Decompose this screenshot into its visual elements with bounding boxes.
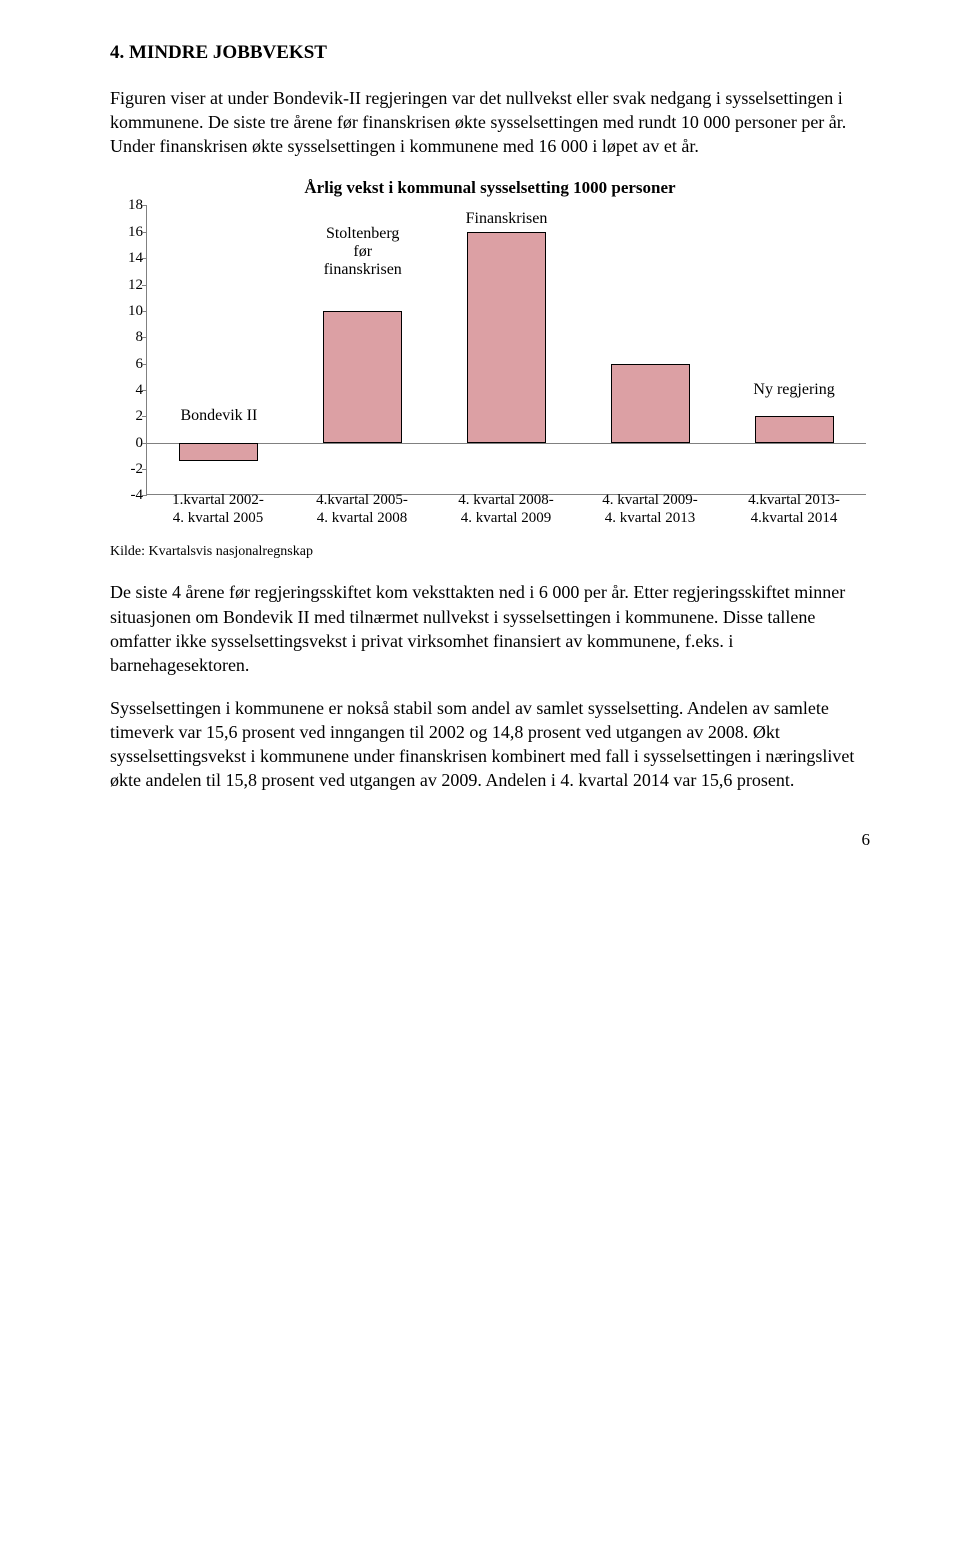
section-heading: 4. MINDRE JOBBVEKST: [110, 40, 870, 66]
chart-y-tick-label: 6: [115, 354, 143, 374]
chart-y-tick-label: 18: [115, 195, 143, 215]
chart-y-tick: [142, 232, 147, 233]
page-number: 6: [110, 829, 870, 852]
chart-source: Kilde: Kvartalsvis nasjonalregnskap: [110, 543, 870, 562]
chart-bar: [323, 311, 402, 443]
chart-y-tick: [142, 258, 147, 259]
chart-y-tick-label: 14: [115, 248, 143, 268]
chart-plot: -4-2024681012141618Bondevik IIStoltenber…: [146, 205, 866, 495]
chart-bar: [755, 416, 834, 442]
chart-x-label: 4. kvartal 2008-4. kvartal 2009: [434, 491, 578, 535]
chart-x-label: 4.kvartal 2005-4. kvartal 2008: [290, 491, 434, 535]
chart-bar: [611, 364, 690, 443]
chart-x-label: 4.kvartal 2013-4.kvartal 2014: [722, 491, 866, 535]
chart-y-tick-label: 0: [115, 433, 143, 453]
chart-y-tick-label: -4: [115, 485, 143, 505]
chart-container: Årlig vekst i kommunal sysselsetting 100…: [110, 177, 870, 536]
chart-x-labels: 1.kvartal 2002-4. kvartal 20054.kvartal …: [146, 491, 866, 535]
paragraph-3: Sysselsettingen i kommunene er nokså sta…: [110, 696, 870, 793]
chart-y-tick: [142, 311, 147, 312]
chart-y-tick: [142, 390, 147, 391]
chart-y-tick: [142, 285, 147, 286]
chart-y-tick-label: 8: [115, 327, 143, 347]
chart-area: -4-2024681012141618Bondevik IIStoltenber…: [146, 205, 866, 535]
chart-y-tick: [142, 364, 147, 365]
chart-annotation: Bondevik II: [147, 407, 291, 425]
chart-y-tick-label: 12: [115, 274, 143, 294]
chart-y-tick-label: 16: [115, 222, 143, 242]
chart-title: Årlig vekst i kommunal sysselsetting 100…: [110, 177, 870, 200]
chart-y-tick-label: 4: [115, 380, 143, 400]
paragraph-2: De siste 4 årene før regjeringsskiftet k…: [110, 580, 870, 677]
chart-annotation: Stoltenbergførfinanskrisen: [291, 225, 435, 280]
chart-x-label: 1.kvartal 2002-4. kvartal 2005: [146, 491, 290, 535]
chart-y-tick-label: 2: [115, 406, 143, 426]
chart-annotation: Finanskrisen: [435, 210, 579, 228]
chart-bar: [179, 443, 258, 461]
paragraph-1: Figuren viser at under Bondevik-II regje…: [110, 86, 870, 159]
chart-bar: [467, 232, 546, 443]
chart-x-label: 4. kvartal 2009-4. kvartal 2013: [578, 491, 722, 535]
chart-y-tick-label: -2: [115, 459, 143, 479]
chart-y-tick-label: 10: [115, 301, 143, 321]
chart-y-tick: [142, 205, 147, 206]
chart-y-tick: [142, 337, 147, 338]
chart-annotation: Ny regjering: [722, 381, 866, 399]
chart-y-tick: [142, 469, 147, 470]
